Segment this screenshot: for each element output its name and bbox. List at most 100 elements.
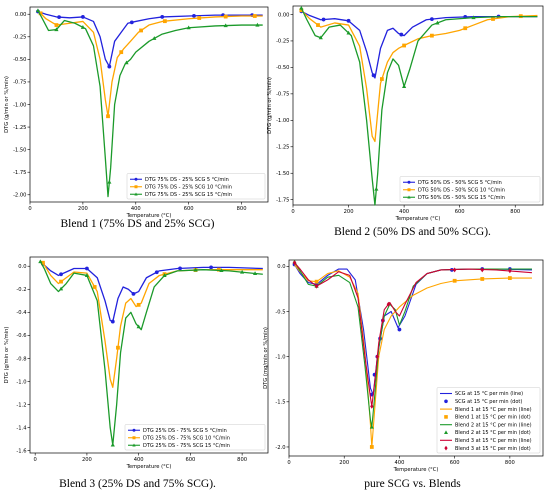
chart-pure-scg-vs-blends: 0 200 400 600 800 0.0 -0.5 -1.0 -1.5 -2.0 Temperat… (263, 259, 544, 473)
series-point (402, 43, 407, 48)
series-point (58, 286, 64, 291)
y-tick-label: -1.75 (13, 170, 26, 176)
legend-entry: Blend 2 at 15 °C per min (line) (455, 422, 532, 428)
series-7 (292, 260, 512, 409)
series-point (429, 33, 434, 38)
series-1 (37, 10, 263, 119)
series-point (124, 60, 129, 65)
plot-frame (288, 259, 544, 457)
series-point (107, 64, 112, 69)
plot-frame (292, 5, 544, 206)
series-line (39, 261, 263, 446)
caption-blend-2: Blend 2 (50% DS and 50% SCG). (334, 226, 491, 238)
x-tick-label: 800 (237, 457, 247, 463)
x-tick-label: 800 (510, 209, 520, 215)
x-tick-label: 800 (505, 460, 515, 466)
series-point (292, 260, 297, 266)
x-tick-label: 400 (134, 457, 144, 463)
legend: SCG at 15 °C per min (line) SCG at 15 °C … (436, 387, 541, 454)
series-point (38, 11, 43, 16)
series-point (314, 279, 319, 284)
series-line (301, 10, 538, 79)
series-point (85, 266, 89, 271)
series-point (480, 277, 485, 281)
series-point (106, 114, 110, 119)
y-tick-label: -1.4 (16, 425, 27, 431)
series-5 (292, 259, 374, 429)
series-point (374, 186, 379, 191)
series-point (316, 23, 320, 27)
y-tick-label: -1.5 (275, 400, 285, 406)
series-point (346, 30, 351, 35)
series-point (54, 27, 59, 32)
chart-panel-pure-scg-vs-blends: 0 200 400 600 800 0.0 -0.5 -1.0 -1.5 -2.0 Temperat… (263, 248, 550, 474)
series-point (162, 273, 167, 277)
y-tick-label: -1.25 (276, 145, 289, 151)
series-point (136, 302, 141, 307)
series-line (37, 10, 263, 198)
series-line (42, 263, 263, 323)
legend-entry: DTG 25% DS - 75% SCG 10 °C/min (143, 435, 230, 441)
y-tick-label: -2.00 (13, 193, 26, 199)
series-point (463, 26, 468, 31)
legend-marker (444, 430, 448, 434)
series-line (294, 264, 532, 396)
series-point (480, 267, 484, 273)
legend-marker (407, 195, 411, 199)
series-point (59, 279, 63, 284)
y-tick-label: -0.50 (13, 57, 26, 63)
series-point (38, 259, 43, 264)
x-tick-label: 0 (291, 209, 294, 215)
x-axis-label: Temperature (°C) (393, 467, 439, 473)
series-point (219, 268, 224, 273)
y-tick-label: -1.6 (16, 448, 26, 454)
legend-entry: DTG 50% DS - 50% SCG 10 °C/min (418, 187, 505, 193)
series-point (314, 283, 319, 289)
series-point (80, 25, 85, 29)
series-point (452, 278, 457, 283)
y-tick-label: -1.0 (16, 379, 26, 385)
x-tick-label: 600 (455, 209, 465, 215)
series-point (402, 84, 407, 88)
series-point (110, 442, 115, 447)
y-tick-label: -0.25 (13, 35, 26, 41)
series-0 (294, 264, 532, 396)
series-1 (299, 8, 538, 143)
series-point (129, 20, 134, 25)
x-tick-label: 200 (78, 206, 88, 212)
series-point (92, 285, 97, 289)
y-tick-label: 0.00 (278, 12, 290, 18)
legend-entry: Blend 3 at 15 °C per min (line) (455, 438, 532, 444)
series-line (294, 262, 533, 407)
legend-marker (134, 192, 138, 196)
series-point (178, 266, 182, 271)
series-point (59, 272, 63, 277)
legend-entry: DTG 50% DS - 50% SCG 5 °C/min (418, 180, 502, 186)
series-point (471, 15, 476, 20)
series-point (346, 18, 351, 23)
x-tick-label: 200 (82, 457, 92, 463)
x-tick-label: 600 (185, 457, 195, 463)
series-point (397, 327, 402, 332)
series-line (37, 10, 263, 117)
y-axis-label: DTG (g/min or %/min) (4, 327, 10, 384)
y-tick-label: -1.00 (13, 102, 26, 108)
series-point (491, 17, 495, 21)
series-line (42, 262, 263, 388)
series-point (193, 267, 198, 272)
caption-blend-1: Blend 1 (75% DS and 25% SCG) (60, 218, 215, 230)
series-point (452, 267, 457, 273)
y-tick-label: -1.25 (13, 125, 26, 131)
series-point (136, 324, 141, 329)
series-3 (314, 276, 512, 449)
series-point (154, 270, 159, 275)
series-point (160, 15, 165, 19)
series-point (435, 20, 440, 25)
series-point (131, 291, 136, 296)
legend-entry: SCG at 15 °C per min (dot) (455, 399, 522, 405)
y-tick-label: -0.75 (13, 80, 26, 86)
series-point (369, 424, 374, 429)
x-tick-label: 0 (287, 460, 290, 466)
series-point (240, 269, 245, 274)
